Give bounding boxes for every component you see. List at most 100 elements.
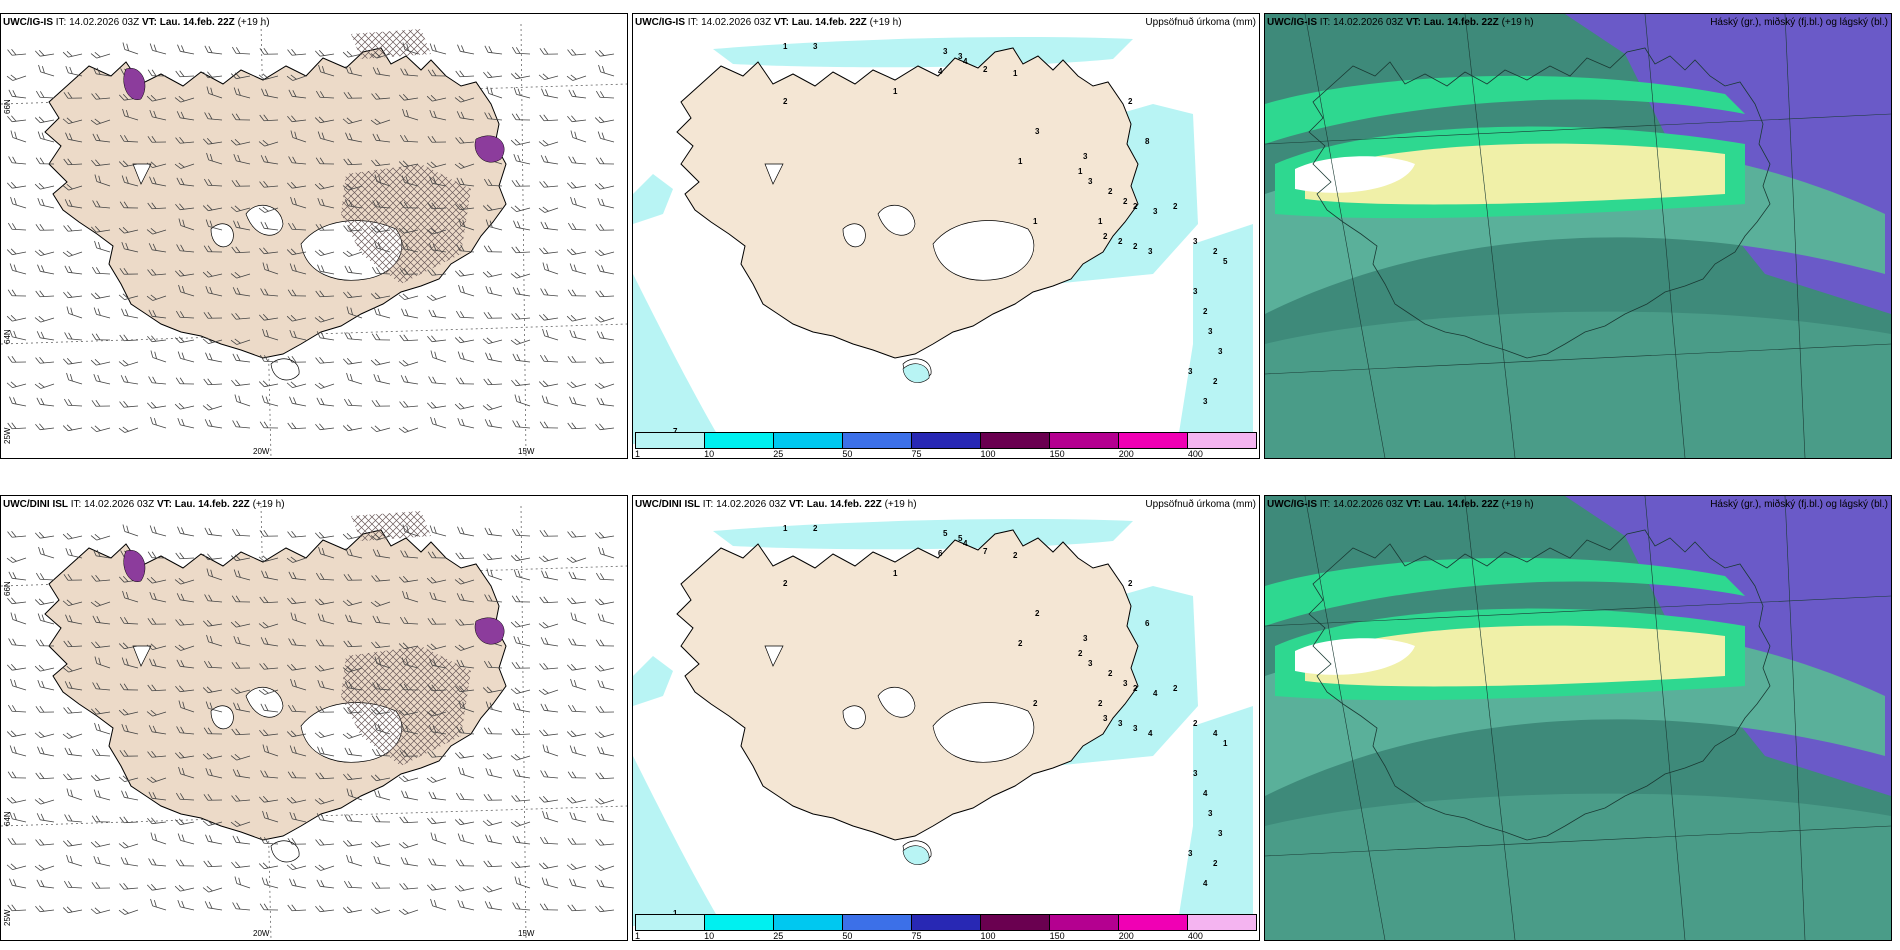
wind-barb bbox=[118, 426, 139, 433]
wind-barb bbox=[427, 684, 447, 692]
wind-barb bbox=[290, 130, 307, 143]
wind-barb bbox=[286, 863, 307, 871]
precip-value-label: 3 bbox=[1188, 849, 1193, 858]
wind-barb bbox=[539, 354, 559, 363]
wind-barb bbox=[342, 732, 363, 739]
wind-barb bbox=[595, 905, 615, 913]
wind-barb bbox=[345, 614, 363, 625]
wind-barb bbox=[317, 264, 335, 275]
precip-value-label: 3 bbox=[1083, 152, 1088, 161]
wind-barb bbox=[175, 70, 195, 78]
wind-barb bbox=[286, 315, 307, 322]
wind-barb bbox=[10, 678, 27, 691]
wind-barb bbox=[178, 284, 195, 297]
colorbar-swatch bbox=[705, 433, 774, 448]
wind-barb bbox=[483, 727, 503, 735]
wind-barb bbox=[371, 815, 391, 823]
wind-barb bbox=[63, 640, 83, 648]
wind-barb bbox=[206, 152, 223, 165]
wind-barb bbox=[118, 775, 139, 783]
wind-barb bbox=[203, 660, 223, 669]
graticule-line bbox=[1265, 825, 1891, 857]
precip-value-label: 3 bbox=[1193, 769, 1198, 778]
wind-barb bbox=[370, 774, 391, 782]
wind-barb bbox=[457, 899, 475, 911]
wind-barb bbox=[90, 534, 111, 541]
wind-barb bbox=[175, 685, 195, 693]
latitude-line bbox=[1, 565, 627, 587]
wind-barb bbox=[314, 798, 335, 805]
wind-barb bbox=[38, 546, 55, 559]
colorbar-tick-label: 75 bbox=[911, 931, 922, 941]
wind-barb bbox=[567, 904, 587, 912]
graticule-line bbox=[1464, 14, 1516, 458]
wind-barb bbox=[63, 398, 83, 407]
wind-barb bbox=[150, 416, 167, 429]
glacier-area bbox=[764, 645, 784, 667]
wind-barb bbox=[118, 293, 139, 301]
wind-barb bbox=[37, 679, 55, 691]
wind-barb bbox=[91, 815, 111, 823]
wind-barb bbox=[258, 313, 279, 321]
wind-barb bbox=[260, 155, 279, 165]
wind-barb bbox=[542, 744, 559, 757]
wind-barb bbox=[286, 730, 307, 738]
wind-barb bbox=[287, 422, 307, 430]
wind-barb bbox=[482, 886, 503, 893]
wind-barb bbox=[8, 156, 27, 165]
wind-barb bbox=[511, 246, 531, 254]
wind-barb bbox=[64, 681, 83, 691]
wind-barb bbox=[91, 882, 111, 889]
wind-barb bbox=[596, 397, 615, 407]
wind-barb bbox=[539, 836, 559, 845]
precip-value-label: 2 bbox=[1033, 699, 1038, 708]
wind-barb bbox=[121, 723, 139, 735]
wind-barb bbox=[399, 201, 419, 209]
wind-barb bbox=[261, 395, 279, 407]
wind-barb bbox=[315, 356, 335, 364]
wind-barb bbox=[342, 424, 363, 432]
wind-barb bbox=[63, 706, 83, 714]
wind-barb bbox=[62, 599, 83, 607]
wind-barb bbox=[90, 425, 111, 433]
wind-barb bbox=[232, 420, 251, 429]
wind-barb bbox=[178, 700, 195, 713]
wind-barb bbox=[174, 644, 195, 651]
wind-barb bbox=[64, 265, 83, 275]
wind-barb bbox=[346, 788, 363, 801]
wind-barb bbox=[510, 72, 531, 80]
wind-barb bbox=[147, 335, 167, 343]
wind-barb bbox=[429, 658, 447, 669]
wind-barb bbox=[9, 396, 27, 407]
wind-barb bbox=[399, 400, 419, 408]
wind-barb bbox=[595, 90, 615, 99]
wind-barb bbox=[594, 798, 615, 805]
precip-value-label: 2 bbox=[1173, 684, 1178, 693]
precip-value-label: 4 bbox=[1203, 879, 1208, 888]
glacier-area bbox=[764, 163, 784, 185]
wind-barb bbox=[65, 65, 83, 77]
wind-barb bbox=[6, 797, 27, 804]
iceland-landmass bbox=[676, 47, 1139, 359]
wind-barb bbox=[316, 879, 335, 889]
wind-barb bbox=[176, 177, 195, 187]
wind-barb bbox=[259, 421, 279, 429]
colorbar-swatch bbox=[1050, 915, 1119, 930]
colorbar-swatch bbox=[636, 915, 705, 930]
wind-barb bbox=[119, 750, 139, 757]
wind-barb bbox=[370, 52, 391, 59]
wind-barb bbox=[34, 531, 55, 539]
precip-value-label: 3 bbox=[1118, 719, 1123, 728]
wind-barb bbox=[454, 269, 475, 277]
wind-barb bbox=[90, 907, 111, 915]
wind-barb bbox=[511, 662, 531, 669]
precip-value-label: 3 bbox=[1133, 724, 1138, 733]
wind-barb bbox=[315, 772, 335, 780]
wind-barb bbox=[427, 750, 447, 758]
wind-barb bbox=[259, 114, 279, 122]
colorbar-tick-label: 400 bbox=[1187, 449, 1203, 459]
wind-barb bbox=[454, 162, 475, 169]
precip-value-label: 2 bbox=[783, 579, 788, 588]
wind-barb bbox=[119, 334, 139, 342]
wind-barb bbox=[595, 423, 615, 431]
